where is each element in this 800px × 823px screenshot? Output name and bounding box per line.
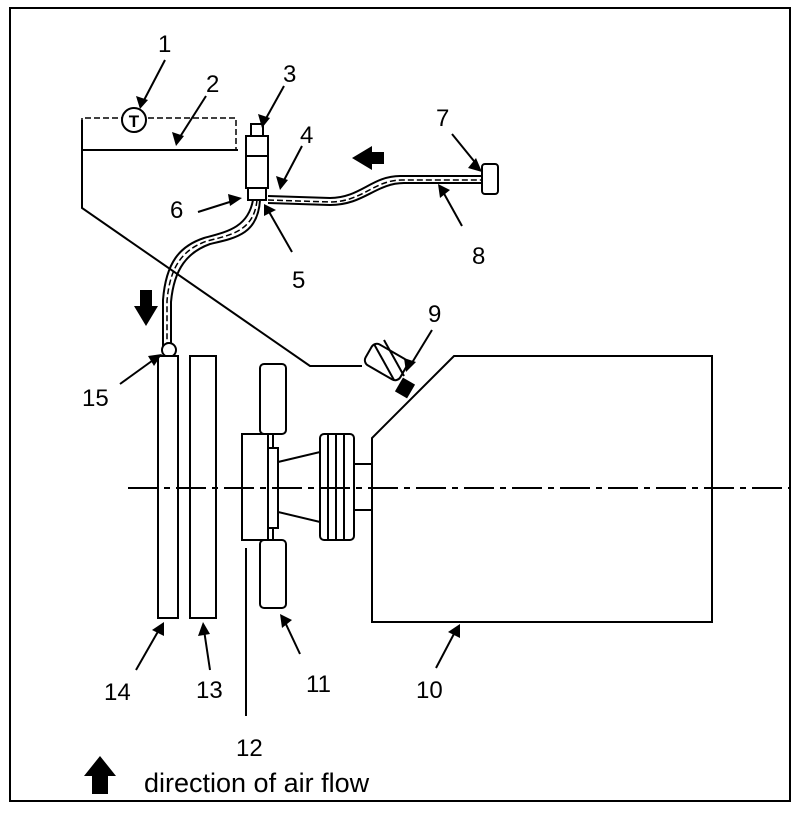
label-1: 1	[158, 31, 171, 58]
label-2: 2	[206, 71, 219, 98]
arrow-up-icon	[84, 756, 116, 794]
label-6: 6	[170, 197, 183, 224]
reservoir	[81, 117, 362, 367]
label-10: 10	[416, 677, 443, 704]
inlet-hose	[267, 175, 482, 207]
valve-unit	[245, 123, 269, 201]
label-3: 3	[283, 61, 296, 88]
label-14: 14	[104, 679, 131, 706]
radiator-inlet	[161, 342, 177, 358]
engine-sensor	[363, 339, 416, 399]
label-7: 7	[436, 105, 449, 132]
label-15: 15	[82, 385, 109, 412]
diagram-frame	[9, 7, 791, 802]
fan-blades	[259, 363, 287, 609]
leader-lines	[119, 59, 482, 716]
label-12: 12	[236, 735, 263, 762]
legend-caption: direction of air flow	[144, 768, 370, 798]
label-5: 5	[292, 267, 305, 294]
svg-text:T: T	[129, 112, 140, 131]
outlet-hose	[162, 199, 261, 346]
hose-connector	[481, 163, 499, 195]
label-8: 8	[472, 243, 485, 270]
label-4: 4	[300, 122, 313, 149]
flow-arrow-down	[134, 290, 158, 326]
engine-block	[371, 355, 713, 623]
label-13: 13	[196, 677, 223, 704]
temperature-sensor: T	[121, 107, 147, 133]
label-11: 11	[306, 671, 331, 698]
flow-arrow-left	[352, 146, 384, 170]
label-9: 9	[428, 301, 441, 328]
